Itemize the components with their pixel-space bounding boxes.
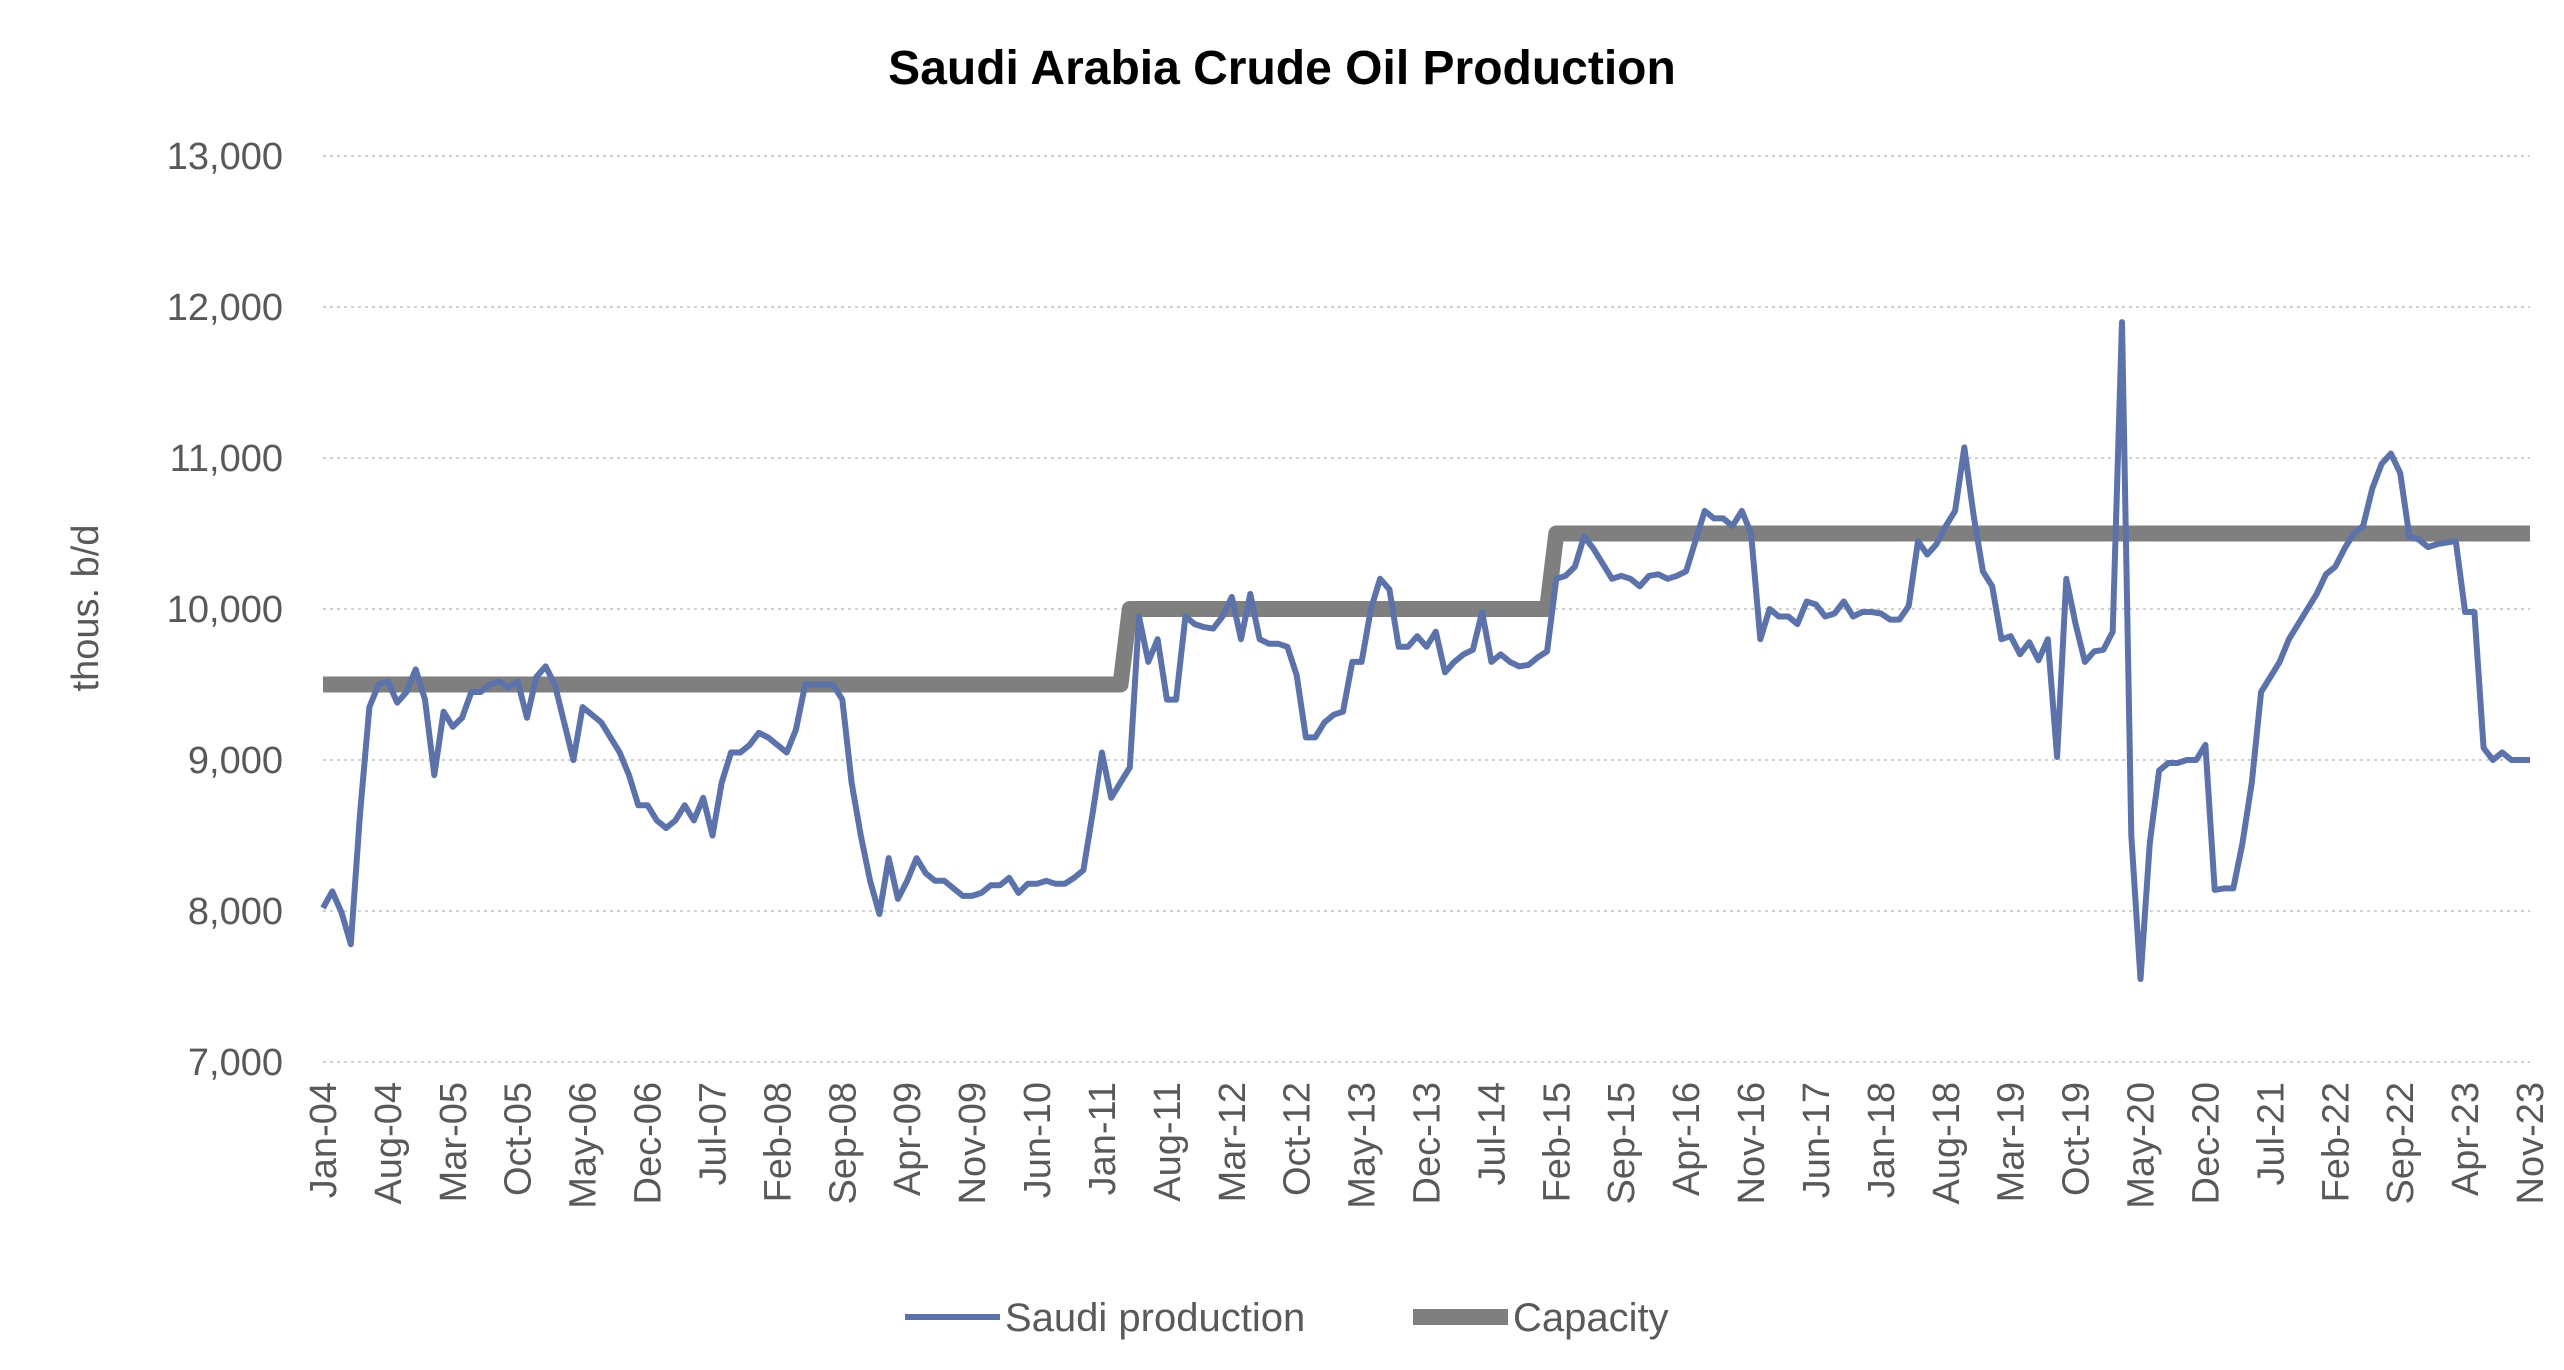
x-tick-label: May-06 [563, 1082, 605, 1209]
y-tick-label: 8,000 [188, 891, 283, 933]
x-tick-label: Apr-09 [887, 1082, 929, 1196]
x-tick-label: Mar-19 [1991, 1082, 2033, 1202]
x-tick-label: Oct-12 [1277, 1082, 1319, 1196]
x-tick-label: Feb-15 [1536, 1082, 1578, 1202]
x-tick-label: Mar-12 [1212, 1082, 1254, 1202]
legend: Saudi production Capacity [905, 1296, 1669, 1340]
x-tick-label: Feb-08 [757, 1082, 799, 1202]
legend-label: Capacity [1513, 1296, 1669, 1340]
y-tick-label: 11,000 [170, 438, 283, 480]
x-tick-label: Jun-17 [1796, 1082, 1838, 1198]
series-line-saudi-production [320, 319, 2530, 982]
x-tick-label: Dec-06 [628, 1082, 670, 1205]
y-tick-label: 10,000 [167, 589, 283, 631]
chart-title: Saudi Arabia Crude Oil Production [888, 42, 1676, 95]
x-tick-label: Jul-07 [692, 1082, 734, 1186]
x-tick-label: Nov-16 [1731, 1082, 1773, 1205]
x-tick-label: Nov-09 [952, 1082, 994, 1205]
x-tick-label: Aug-04 [368, 1082, 410, 1205]
y-tick-label: 7,000 [188, 1042, 283, 1084]
x-tick-label: Aug-11 [1147, 1082, 1189, 1202]
y-axis-ticks: 7,000 8,000 9,000 10,000 11,000 12,000 13,000 [167, 136, 283, 1084]
x-tick-label: Jul-14 [1471, 1082, 1513, 1186]
x-tick-label: Jul-21 [2250, 1082, 2292, 1186]
x-tick-label: Nov-23 [2510, 1082, 2552, 1205]
y-axis-label: thous. b/d [65, 525, 107, 692]
series-line-capacity [323, 525, 2530, 693]
x-tick-label: Oct-05 [498, 1082, 540, 1196]
x-tick-label: Apr-23 [2445, 1082, 2487, 1196]
x-tick-label: May-13 [1342, 1082, 1384, 1209]
x-tick-label: Oct-19 [2056, 1082, 2098, 1196]
x-tick-label: Feb-22 [2315, 1082, 2357, 1202]
x-tick-label: Sep-15 [1601, 1082, 1643, 1205]
x-tick-label: Sep-08 [822, 1082, 864, 1205]
y-tick-label: 12,000 [167, 287, 283, 329]
y-tick-label: 9,000 [188, 740, 283, 782]
x-tick-label: Jan-18 [1861, 1082, 1903, 1198]
x-tick-label: May-20 [2121, 1082, 2163, 1209]
x-tick-label: Jan-04 [303, 1082, 345, 1198]
x-tick-label: Sep-22 [2380, 1082, 2422, 1205]
x-tick-label: Jan-11 [1082, 1082, 1124, 1195]
x-tick-label: Aug-18 [1926, 1082, 1968, 1205]
x-tick-label: Apr-16 [1666, 1082, 1708, 1196]
y-tick-label: 13,000 [167, 136, 283, 178]
x-tick-label: Mar-05 [433, 1082, 475, 1202]
x-tick-label: Dec-20 [2185, 1082, 2227, 1205]
x-axis-ticks: Jan-04 Aug-04 Mar-05 Oct-05 May-06 Dec-06 Jul-… [303, 1082, 2552, 1209]
x-tick-label: Dec-13 [1407, 1082, 1449, 1205]
x-tick-label: Jun-10 [1017, 1082, 1059, 1198]
legend-label: Saudi production [1005, 1296, 1305, 1340]
series-lines [320, 319, 2530, 982]
